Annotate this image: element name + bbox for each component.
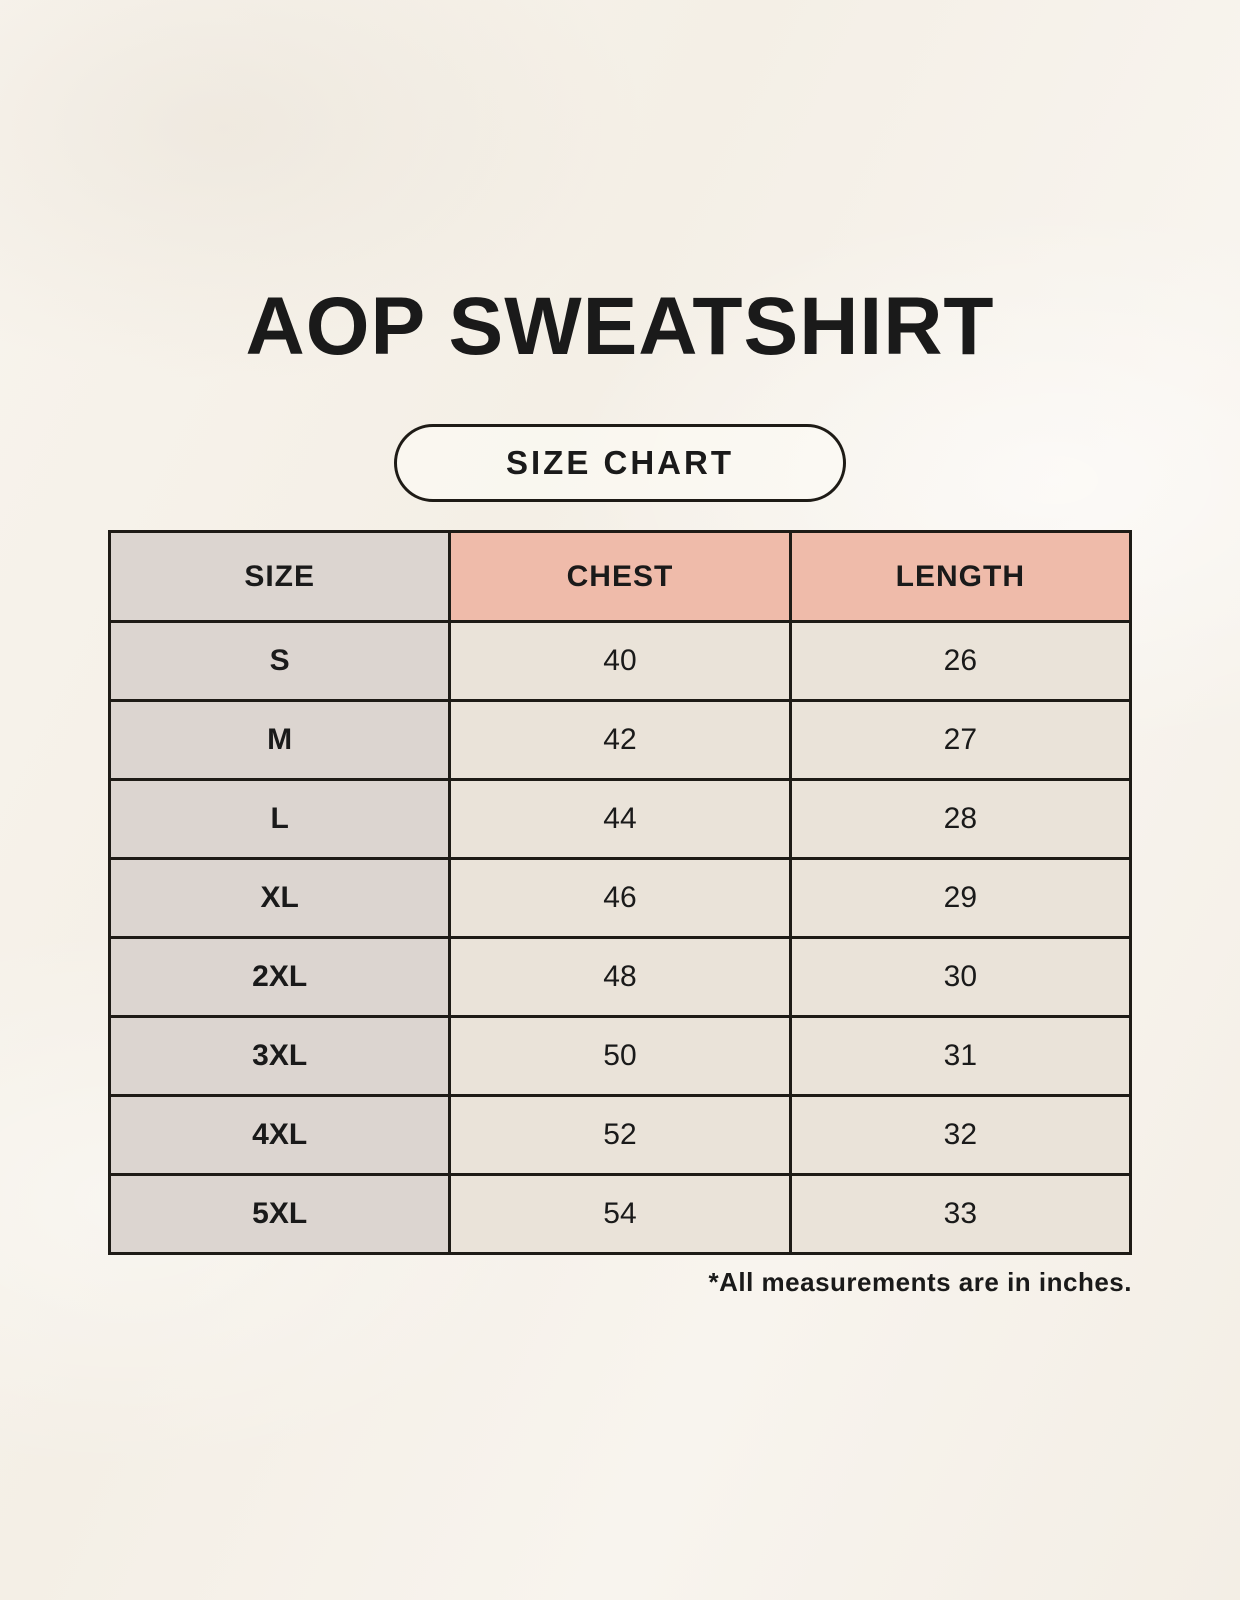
length-cell: 30 bbox=[788, 936, 1133, 1018]
table-row: M 42 27 bbox=[107, 699, 1133, 781]
size-cell: 2XL bbox=[107, 936, 452, 1018]
size-table-header: SIZE CHEST LENGTH bbox=[107, 530, 1133, 623]
column-header-size: SIZE bbox=[107, 530, 452, 623]
table-row: XL 46 29 bbox=[107, 857, 1133, 939]
table-row: 5XL 54 33 bbox=[107, 1173, 1133, 1255]
length-cell: 31 bbox=[788, 1015, 1133, 1097]
size-cell: L bbox=[107, 778, 452, 860]
chest-cell: 48 bbox=[448, 936, 792, 1018]
chest-cell: 52 bbox=[448, 1094, 792, 1176]
chest-cell: 42 bbox=[448, 699, 792, 781]
length-cell: 33 bbox=[788, 1173, 1133, 1255]
chest-cell: 46 bbox=[448, 857, 792, 939]
column-header-chest: CHEST bbox=[448, 530, 792, 623]
table-row: 2XL 48 30 bbox=[107, 936, 1133, 1018]
size-cell: 3XL bbox=[107, 1015, 452, 1097]
measurement-units-note: *All measurements are in inches. bbox=[708, 1267, 1132, 1297]
table-row: L 44 28 bbox=[107, 778, 1133, 860]
table-row: S 40 26 bbox=[107, 620, 1133, 702]
chest-cell: 50 bbox=[448, 1015, 792, 1097]
size-chart-badge: SIZE CHART bbox=[394, 424, 846, 502]
length-cell: 27 bbox=[788, 699, 1133, 781]
header-row: SIZE CHEST LENGTH bbox=[107, 530, 1133, 623]
column-header-length: LENGTH bbox=[788, 530, 1133, 623]
size-cell: 5XL bbox=[107, 1173, 452, 1255]
size-cell: XL bbox=[107, 857, 452, 939]
table-row: 4XL 52 32 bbox=[107, 1094, 1133, 1176]
size-chart-badge-label: SIZE CHART bbox=[506, 444, 734, 481]
size-table: SIZE CHEST LENGTH S 40 26 M 42 27 L 44 28 XL 46 29 2… bbox=[107, 530, 1133, 1255]
table-row: 3XL 50 31 bbox=[107, 1015, 1133, 1097]
length-cell: 29 bbox=[788, 857, 1133, 939]
page-title: AOP SWEATSHIRT bbox=[245, 281, 995, 372]
size-cell: S bbox=[107, 620, 452, 702]
size-table-body: S 40 26 M 42 27 L 44 28 XL 46 29 2XL 48 30 3XL 50 31 4XL 52… bbox=[107, 620, 1133, 1255]
chest-cell: 44 bbox=[448, 778, 792, 860]
chest-cell: 54 bbox=[448, 1173, 792, 1255]
chest-cell: 40 bbox=[448, 620, 792, 702]
length-cell: 26 bbox=[788, 620, 1133, 702]
size-cell: M bbox=[107, 699, 452, 781]
size-cell: 4XL bbox=[107, 1094, 452, 1176]
length-cell: 32 bbox=[788, 1094, 1133, 1176]
length-cell: 28 bbox=[788, 778, 1133, 860]
